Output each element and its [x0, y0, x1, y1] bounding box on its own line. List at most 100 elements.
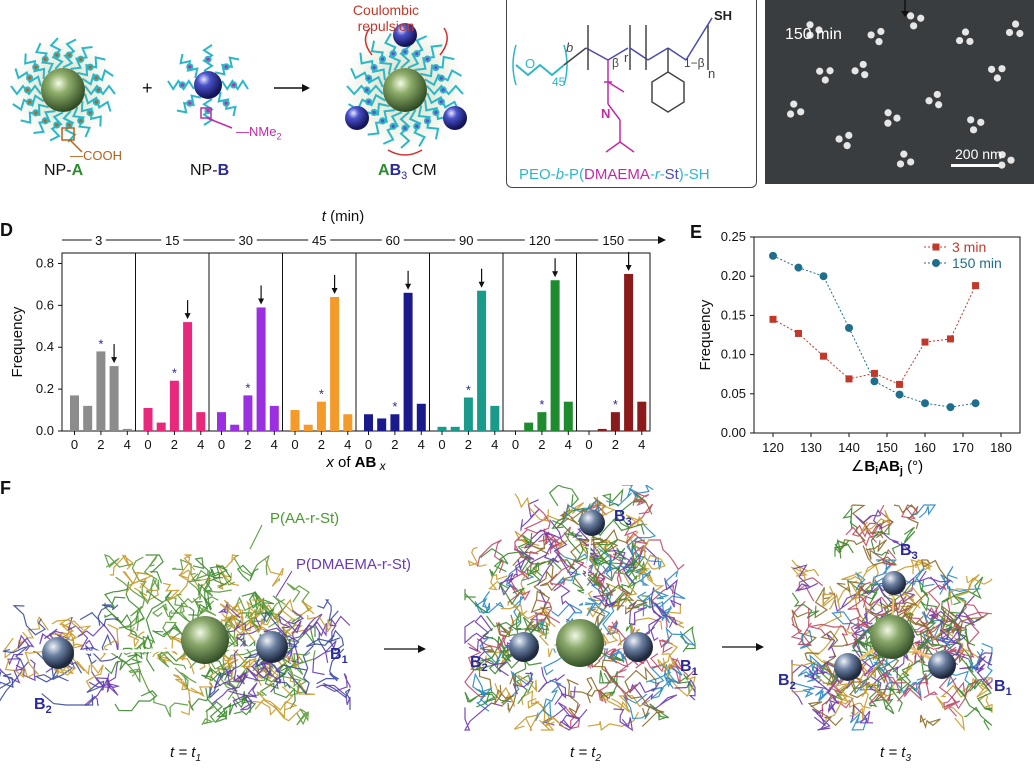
x-tick-label: 0	[218, 437, 225, 452]
polymer-strand	[205, 701, 228, 723]
sem-particle	[969, 126, 978, 134]
bar-star: *	[466, 382, 471, 397]
polymer-strand	[531, 606, 552, 636]
chain-bead	[53, 51, 61, 59]
t-axis-italic: t	[322, 208, 327, 225]
polymer-strand	[676, 673, 696, 695]
polymer-strand	[811, 707, 826, 727]
sem-particle	[884, 119, 892, 127]
polymer-strand	[821, 690, 854, 718]
polymer-strand	[968, 648, 984, 673]
chain-bead	[432, 63, 440, 72]
bar-star: *	[319, 387, 324, 402]
x-tick-label: 120	[762, 440, 784, 455]
polymer-strand	[115, 576, 146, 618]
sem-particle	[935, 101, 943, 109]
center-line	[57, 645, 281, 655]
sem-particle	[988, 65, 996, 73]
polymer-strand	[104, 613, 143, 640]
chain-bead	[86, 109, 94, 117]
polymer-strand	[790, 600, 806, 640]
r-label: r	[624, 50, 629, 65]
polymer-strand	[505, 565, 535, 591]
polymer-strand	[927, 608, 961, 643]
polymer-strand	[628, 601, 648, 626]
bar	[169, 380, 179, 431]
polymer-strand	[591, 660, 651, 709]
bar	[524, 422, 534, 431]
chain-bead	[204, 107, 212, 115]
bar-star: *	[392, 399, 397, 414]
polymer-strand	[976, 652, 993, 671]
polymer-strand	[231, 600, 256, 643]
x-label-sub: x	[376, 459, 386, 473]
polymer-strand	[479, 645, 499, 668]
polymer-strand	[139, 577, 160, 605]
series-line	[772, 255, 976, 408]
polymer-strand	[224, 639, 246, 677]
x-tick-label: 160	[914, 440, 936, 455]
b3-label-t3: B3	[900, 542, 918, 563]
x-tick-label: 4	[565, 437, 572, 452]
polymer-strand	[592, 594, 617, 608]
polymer-strand	[649, 539, 685, 571]
b3-label-t2: B3	[614, 508, 632, 529]
polymer-strand	[548, 485, 579, 508]
sem-particle	[816, 67, 824, 75]
np-a-particle	[10, 37, 116, 143]
polymer-strand	[187, 682, 213, 711]
polymer-strand	[157, 649, 187, 670]
x-label-b: B	[864, 458, 875, 475]
polymer-strand	[572, 527, 597, 556]
polymer-strand	[623, 503, 654, 537]
time-label: 15	[165, 233, 179, 248]
polymer-strand	[622, 693, 650, 720]
chain-bead	[186, 99, 194, 107]
polymer-strand	[498, 611, 522, 637]
t3-label: t = t3	[880, 744, 911, 764]
x-tick-label: 130	[800, 440, 822, 455]
polymer-strand	[790, 566, 820, 577]
polymer-strand	[187, 573, 219, 601]
polymer-strand	[544, 533, 562, 563]
polymer-strand	[973, 679, 993, 712]
polymer-strand	[201, 662, 233, 687]
polymer-strand	[624, 666, 657, 694]
polymer-strand	[188, 580, 213, 616]
polymer-strand	[915, 637, 946, 656]
polymer-strand	[209, 672, 222, 700]
time-label: 3	[95, 233, 102, 248]
polymer-strand	[882, 671, 907, 695]
polymer-strand	[896, 567, 935, 588]
sem-particle	[955, 36, 964, 45]
polymer-strand	[120, 635, 154, 656]
y-axis-label: Frequency	[697, 299, 714, 370]
polymer-strand	[83, 686, 104, 706]
polymer-strand	[590, 516, 645, 537]
scale-bar	[951, 164, 999, 167]
polymer-strand	[654, 602, 678, 629]
bar	[377, 418, 387, 431]
polymer-strand	[860, 509, 891, 533]
bar-star: *	[172, 366, 177, 381]
polymer-strand	[949, 613, 989, 634]
polymer-strand	[287, 620, 302, 664]
polymer-strand	[811, 666, 831, 693]
polymer-strand	[851, 704, 873, 724]
x-label-var: x	[325, 454, 334, 471]
polymer-strand	[104, 653, 138, 675]
polymer-strand	[172, 558, 196, 576]
polymer-strand	[495, 614, 515, 639]
sem-particle	[893, 114, 901, 122]
polymer-strand	[612, 492, 647, 532]
chain-bead	[378, 117, 387, 125]
bar-arrowhead	[405, 283, 412, 290]
bar-arrowhead	[552, 271, 559, 278]
point-marker	[921, 399, 929, 408]
point-marker	[794, 263, 803, 272]
sem-particle	[786, 110, 795, 118]
y-tick-label: 0.8	[36, 255, 54, 270]
polymer-strand	[125, 581, 146, 624]
chain-bead	[432, 108, 440, 117]
bar	[290, 410, 300, 431]
